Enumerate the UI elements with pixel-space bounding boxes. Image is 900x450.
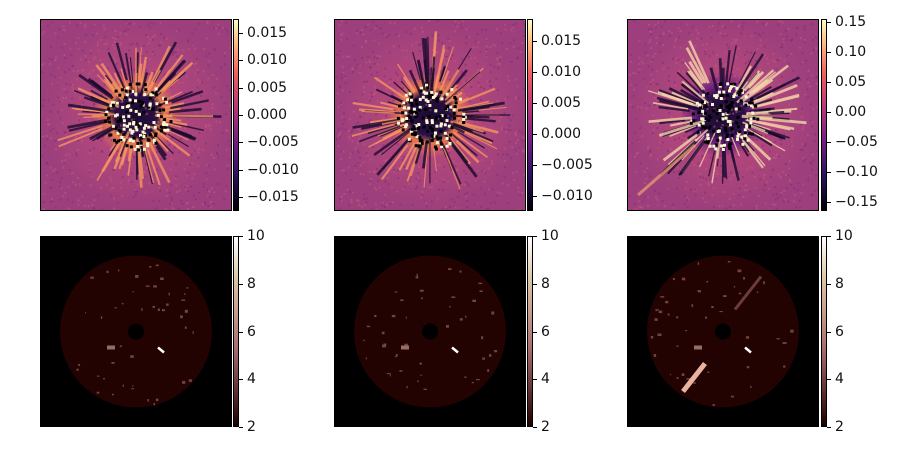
colorbar-tick (239, 115, 243, 116)
colorbar-tick-label: −0.05 (835, 134, 878, 150)
colorbar-tick (827, 236, 831, 237)
colorbar-tick (239, 283, 243, 285)
colorbar-tick (533, 133, 537, 135)
colorbar-tick (827, 142, 831, 143)
residual-1-colorbar (233, 19, 239, 211)
colorbar-tick (239, 169, 243, 171)
colorbar-tick-label: −0.015 (247, 189, 299, 206)
colorbar-tick-label: 0.000 (247, 107, 288, 123)
residual-3-image (627, 19, 819, 211)
colorbar-tick-label: −0.15 (835, 194, 878, 210)
snr-map-3-colorbar (821, 236, 827, 427)
colorbar-tick-label: 10 (835, 228, 853, 244)
colorbar-tick-label: 0.000 (541, 125, 582, 142)
colorbar-tick (533, 102, 537, 104)
residual-2-image (334, 19, 526, 211)
colorbar-tick (827, 22, 831, 23)
colorbar-tick-label: 6 (247, 323, 256, 340)
colorbar-tick-label: 4 (541, 371, 550, 388)
colorbar-tick-label: 2 (541, 419, 550, 435)
colorbar-tick (239, 32, 243, 34)
colorbar-tick (533, 331, 537, 333)
colorbar-tick-label: 8 (541, 275, 550, 292)
colorbar-tick (239, 427, 243, 428)
colorbar-tick (827, 52, 831, 53)
residual-2-colorbar (527, 19, 533, 211)
colorbar-tick-label: 0.05 (835, 74, 867, 90)
colorbar-tick (827, 202, 831, 203)
colorbar-tick-label: 0.010 (541, 63, 582, 80)
colorbar-tick-label: 0.005 (247, 79, 288, 96)
colorbar-tick-label: 8 (835, 275, 844, 292)
colorbar-tick (533, 71, 537, 73)
colorbar-tick-label: 2 (247, 419, 256, 435)
colorbar-tick (533, 164, 537, 166)
colorbar-tick-label: 0.015 (247, 24, 288, 41)
colorbar-tick-label: 0.00 (835, 104, 867, 120)
colorbar-tick (239, 142, 243, 144)
colorbar-tick-label: 8 (247, 275, 256, 292)
colorbar-tick (239, 236, 243, 237)
snr-map-2-image (334, 236, 526, 427)
colorbar-tick-label: 0.005 (541, 94, 582, 111)
colorbar-tick-label: −0.005 (541, 156, 593, 173)
colorbar-tick (827, 82, 831, 83)
colorbar-tick (239, 87, 243, 89)
colorbar-tick-label: 0.10 (835, 44, 867, 60)
colorbar-tick (239, 379, 243, 381)
colorbar-tick-label: −0.010 (247, 161, 299, 178)
colorbar-tick-label: 4 (247, 371, 256, 388)
colorbar-tick-label: 2 (835, 419, 844, 435)
colorbar-tick-label: 0.15 (835, 14, 867, 30)
colorbar-tick-label: 4 (835, 371, 844, 388)
colorbar-tick-label: −0.10 (835, 164, 878, 180)
colorbar-tick (239, 197, 243, 199)
colorbar-tick (827, 331, 831, 333)
colorbar-tick (239, 331, 243, 333)
colorbar-tick (533, 379, 537, 381)
colorbar-tick (827, 172, 831, 173)
colorbar-tick (533, 283, 537, 285)
colorbar-tick-label: 6 (541, 323, 550, 340)
colorbar-tick (827, 427, 831, 428)
snr-map-3-image (627, 236, 819, 427)
colorbar-tick-label: 0.010 (247, 52, 288, 69)
snr-map-1-image (40, 236, 232, 427)
residual-3-colorbar (821, 19, 827, 211)
residual-1-image (40, 19, 232, 211)
colorbar-tick-label: −0.010 (541, 187, 593, 204)
colorbar-tick-label: −0.005 (247, 134, 299, 151)
snr-map-1-colorbar (233, 236, 239, 427)
colorbar-tick (533, 195, 537, 197)
colorbar-tick-label: 10 (247, 228, 265, 244)
colorbar-tick (827, 112, 831, 113)
colorbar-tick (827, 283, 831, 285)
colorbar-tick (239, 60, 243, 62)
colorbar-tick-label: 6 (835, 323, 844, 340)
colorbar-tick (533, 40, 537, 42)
snr-map-2-colorbar (527, 236, 533, 427)
colorbar-tick (533, 427, 537, 428)
colorbar-tick-label: 10 (541, 228, 559, 244)
colorbar-tick (533, 236, 537, 237)
colorbar-tick-label: 0.015 (541, 32, 582, 49)
colorbar-tick (827, 379, 831, 381)
